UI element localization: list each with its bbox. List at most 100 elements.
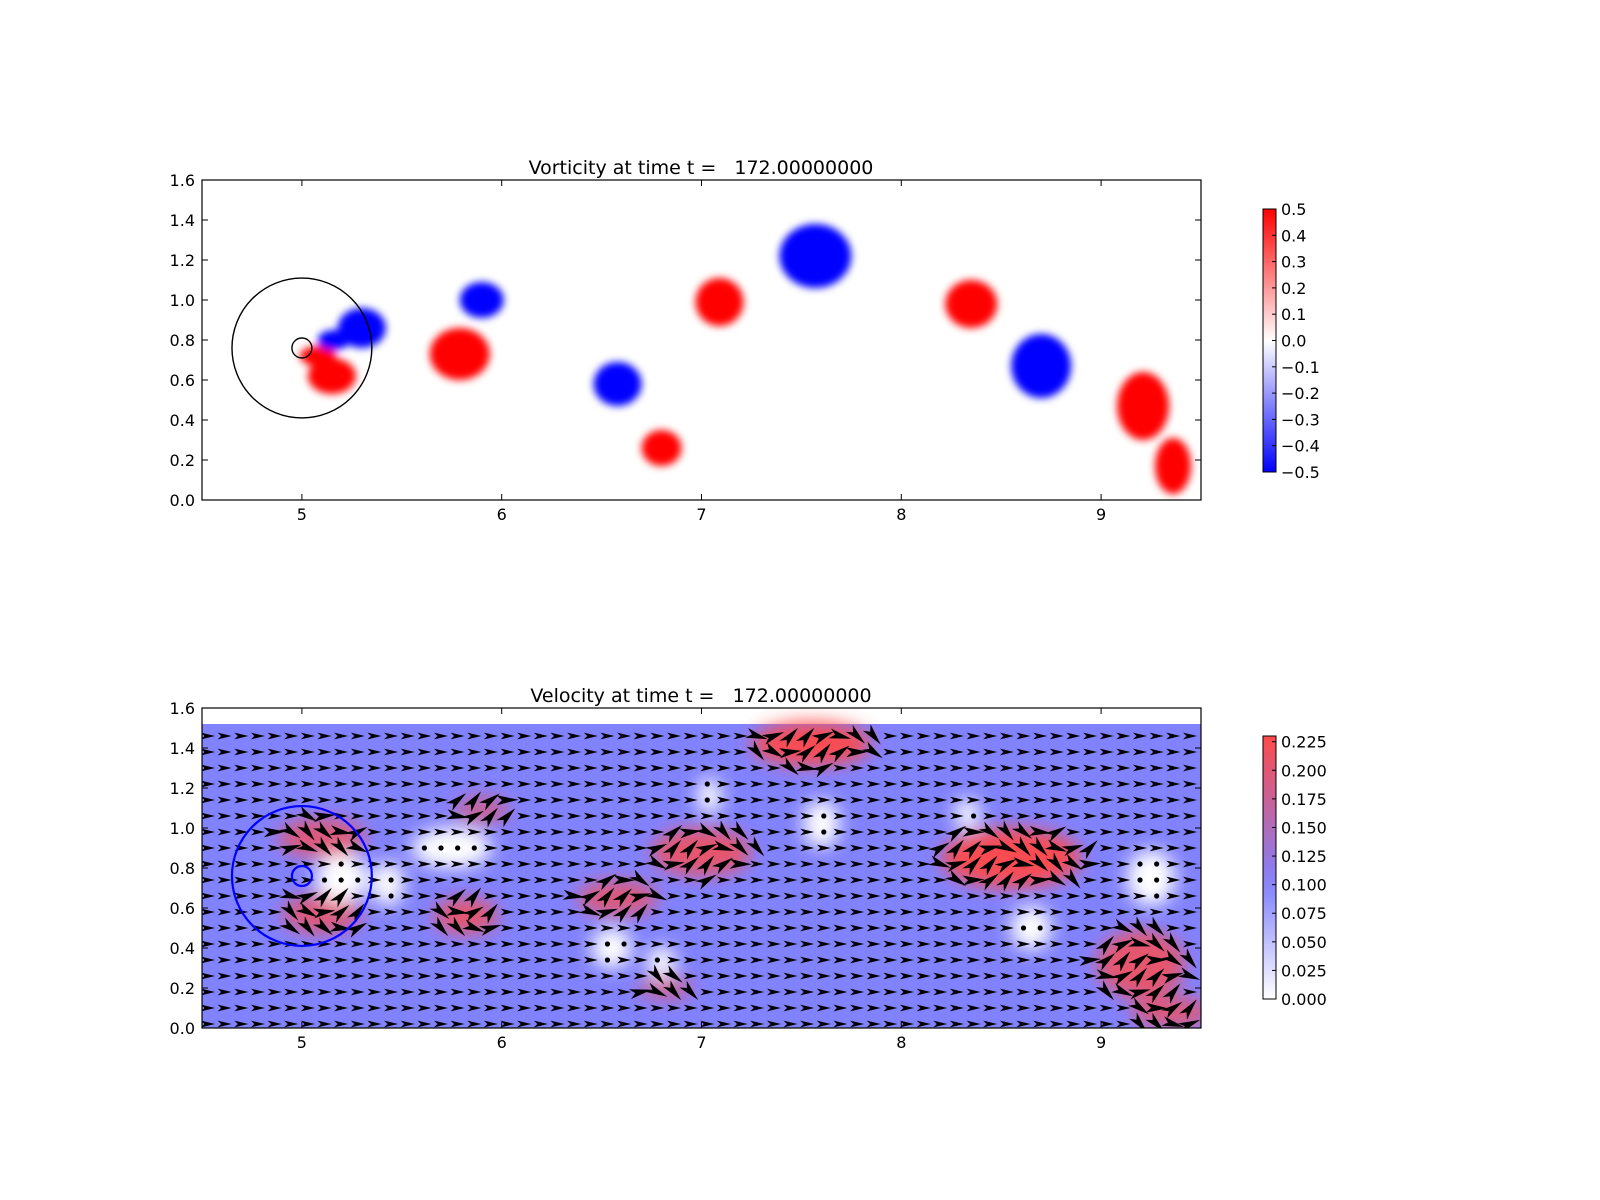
quiver-arrow: [700, 892, 715, 900]
quiver-arrow: [467, 748, 482, 756]
quiver-arrow: [750, 988, 765, 996]
quiver-arrow: [633, 956, 648, 964]
quiver-arrow: [900, 780, 914, 788]
quiver-arrow: [1116, 812, 1131, 820]
quiver-arrow: [1145, 968, 1165, 988]
quiver-arrow: [517, 1004, 532, 1012]
quiver-arrow: [816, 956, 831, 964]
quiver-arrow: [1049, 764, 1064, 772]
quiver-arrow: [833, 908, 848, 916]
quiver-arrow: [1033, 956, 1048, 964]
quiver-arrow: [978, 821, 1000, 839]
quiver-arrow: [1083, 924, 1098, 932]
quiver-arrow: [729, 820, 749, 840]
quiver-arrow: [916, 972, 931, 980]
quiver-arrow: [567, 764, 582, 772]
quiver-arrow: [384, 796, 399, 804]
quiver-arrow: [267, 1020, 282, 1028]
quiver-arrow: [633, 780, 648, 788]
quiver-arrow: [234, 764, 249, 772]
quiver-arrow: [716, 924, 731, 932]
quiver-arrow: [1099, 1020, 1114, 1028]
quiver-arrow: [295, 902, 318, 918]
quiver-arrow: [1066, 908, 1081, 916]
quiver-arrow: [916, 940, 931, 948]
vorticity-y-tick-label: 0.4: [170, 411, 195, 430]
quiver-arrow: [983, 940, 998, 948]
quiver-arrow: [1133, 908, 1147, 916]
quiver-arrow: [600, 924, 615, 932]
quiver-arrow: [716, 1020, 731, 1028]
quiver-arrow: [733, 796, 748, 804]
quiver-arrow: [567, 876, 582, 884]
quiver-arrow: [617, 1020, 632, 1028]
quiver-arrow: [933, 940, 948, 948]
quiver-arrow: [612, 904, 632, 924]
quiver-arrow: [1033, 732, 1048, 740]
quiver-arrow: [850, 764, 865, 772]
quiver-arrow: [1099, 828, 1114, 836]
quiver-arrow: [662, 839, 682, 860]
quiver-arrow: [1016, 780, 1031, 788]
quiver-arrow: [500, 940, 515, 948]
quiver-arrow: [384, 828, 399, 836]
quiver-arrow: [400, 860, 415, 868]
quiver-arrow: [1083, 748, 1098, 756]
quiver-arrow: [883, 796, 898, 804]
quiver-arrow: [966, 940, 981, 948]
quiver-arrow: [999, 924, 1014, 932]
quiver-arrow: [900, 908, 914, 916]
quiver-arrow: [1149, 828, 1164, 836]
quiver-arrow: [1149, 796, 1164, 804]
vorticity-field: [202, 180, 1201, 500]
quiver-arrow: [280, 900, 299, 921]
quiver-arrow: [800, 988, 815, 996]
quiver-arrow: [983, 1004, 998, 1012]
quiver-arrow: [811, 762, 834, 778]
quiver-arrow: [417, 860, 432, 868]
quiver-arrow: [999, 732, 1014, 740]
negative-vortex: [317, 330, 350, 350]
quiver-arrow: [1149, 748, 1164, 756]
quiver-arrow: [284, 860, 299, 868]
quiver-arrow: [766, 908, 781, 916]
quiver-arrow: [700, 988, 715, 996]
velocity-y-tick-label: 0.8: [170, 859, 195, 878]
quiver-arrow: [916, 780, 931, 788]
quiver-arrow: [945, 869, 967, 886]
quiver-arrow: [945, 860, 968, 873]
quiver-arrow: [916, 732, 931, 740]
quiver-arrow: [1066, 780, 1081, 788]
quiver-arrow: [1016, 764, 1031, 772]
quiver-dot: [455, 845, 461, 851]
quiver-arrow: [949, 812, 964, 820]
quiver-arrow: [434, 828, 448, 836]
quiver-arrow: [1049, 924, 1064, 932]
quiver-arrow: [1066, 956, 1081, 964]
quiver-arrow: [766, 956, 781, 964]
quiver-arrow: [783, 1004, 798, 1012]
quiver-arrow: [750, 908, 765, 916]
quiver-arrow: [1046, 852, 1064, 873]
quiver-arrow: [883, 828, 898, 836]
quiver-arrow: [949, 972, 964, 980]
quiver-arrow: [1128, 953, 1149, 971]
quiver-arrow: [983, 956, 998, 964]
quiver-arrow: [567, 780, 582, 788]
quiver-arrow: [1166, 732, 1181, 740]
quiver-arrow: [1061, 853, 1083, 870]
quiver-arrow: [463, 791, 482, 812]
quiver-arrow: [999, 908, 1014, 916]
quiver-arrow: [966, 1020, 981, 1028]
quiver-arrow: [966, 1004, 981, 1012]
quiver-arrow: [1116, 860, 1131, 868]
quiver-arrow: [400, 940, 415, 948]
quiver-arrow: [1049, 1020, 1064, 1028]
quiver-arrow: [650, 1004, 665, 1012]
negative-vortex: [459, 282, 504, 318]
quiver-arrow: [384, 940, 399, 948]
quiver-arrow: [650, 1020, 665, 1028]
quiver-arrow: [550, 732, 565, 740]
quiver-arrow: [1149, 764, 1164, 772]
quiver-arrow: [700, 972, 715, 980]
